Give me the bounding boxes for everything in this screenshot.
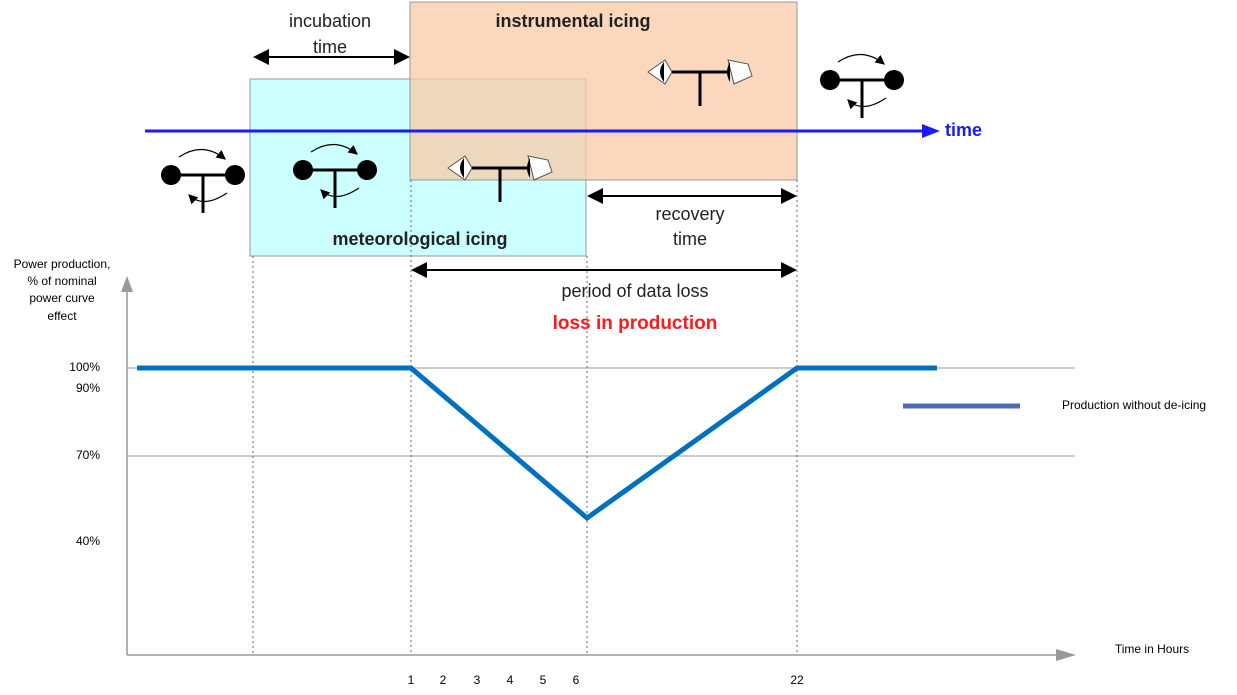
- data-loss-label: period of data loss: [561, 281, 708, 301]
- y-axis-title: power curve: [29, 291, 95, 305]
- production-loss-label: loss in production: [553, 313, 718, 334]
- instrumental-label: instrumental icing: [495, 11, 650, 31]
- x-arrowhead: [1056, 649, 1076, 661]
- anemometer: [161, 149, 245, 213]
- recovery-label: recovery: [655, 204, 724, 224]
- chart-labels: Power production, % of nominal power curve…: [14, 257, 804, 687]
- y-axis-title: Power production,: [14, 257, 111, 271]
- time-arrowhead: [922, 124, 940, 138]
- recovery-label: time: [673, 229, 707, 249]
- x-label: 1: [408, 673, 415, 687]
- x-label: 3: [474, 673, 481, 687]
- incubation-label: incubation: [289, 11, 371, 31]
- meteorological-label: meteorological icing: [332, 229, 507, 249]
- y-axis-title: % of nominal: [27, 274, 96, 288]
- y-axis-title: effect: [47, 309, 77, 323]
- x-axis-title: Time in Hours: [1115, 642, 1189, 656]
- x-label: 22: [790, 673, 804, 687]
- instrumental-box: [409, 1, 798, 181]
- production-line: [137, 365, 937, 522]
- y-label: 100%: [69, 360, 100, 374]
- x-label: 5: [540, 673, 547, 687]
- y-label: 40%: [76, 534, 100, 548]
- x-label: 2: [440, 673, 447, 687]
- incubation-label: time: [313, 37, 347, 57]
- legend-label: Production without de-icing: [1062, 398, 1206, 412]
- y-arrowhead: [121, 276, 133, 292]
- y-label: 90%: [76, 381, 100, 395]
- x-label: 6: [573, 673, 580, 687]
- dashed-guides: [252, 180, 798, 655]
- x-label: 4: [507, 673, 514, 687]
- y-label: 70%: [76, 448, 100, 462]
- time-label: time: [945, 120, 982, 140]
- anemometer: [820, 54, 904, 118]
